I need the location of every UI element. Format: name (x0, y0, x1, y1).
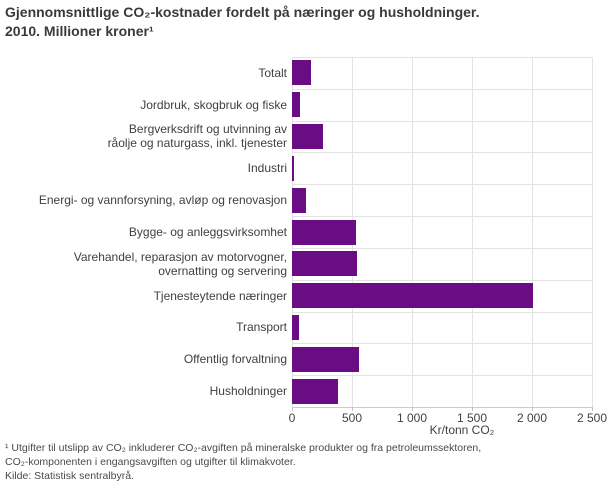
horizontal-gridline (292, 343, 592, 344)
x-tick-mark (592, 407, 593, 411)
bar (292, 124, 324, 149)
bar (292, 283, 534, 309)
bar (292, 378, 339, 404)
horizontal-gridline (292, 184, 592, 185)
vertical-gridline (532, 57, 533, 407)
x-tick-label: 2 500 (576, 411, 608, 425)
x-tick-label: 1 000 (396, 411, 428, 425)
vertical-gridline (592, 57, 593, 407)
bar (292, 60, 311, 86)
horizontal-gridline (292, 216, 592, 217)
x-tick-label: 500 (341, 411, 363, 425)
category-label: Totalt (258, 65, 287, 80)
x-tick-mark (412, 407, 413, 411)
x-axis-line (292, 407, 592, 408)
vertical-gridline (412, 57, 413, 407)
x-axis-label: Kr/tonn CO₂ (429, 423, 495, 437)
plot-area (292, 57, 593, 408)
category-label: Tjenesteytende næringer (153, 288, 287, 303)
x-tick-label: 1 500 (456, 411, 488, 425)
horizontal-gridline (292, 89, 592, 90)
x-axis-ticks: 0 500 1 000 1 500 2 000 2 500 (288, 407, 607, 429)
bar (292, 251, 358, 277)
x-tick-mark (472, 407, 473, 411)
bar (292, 346, 359, 372)
chart-title: Gjennomsnittlige CO₂-kostnader fordelt p… (5, 4, 480, 40)
bar (292, 315, 299, 340)
category-label: Industri (247, 161, 287, 176)
category-label: Bygge- og anleggsvirksomhet (128, 224, 287, 239)
x-tick-mark (292, 407, 293, 411)
category-label: Energi- og vannforsyning, avløp og renov… (38, 193, 287, 208)
horizontal-gridline (292, 375, 592, 376)
horizontal-gridline (292, 248, 592, 249)
x-tick-mark (352, 407, 353, 411)
bar (292, 187, 307, 213)
horizontal-gridline (292, 312, 592, 313)
horizontal-gridline (292, 280, 592, 281)
category-label: Bergverksdrift og utvinning av råolje og… (107, 122, 287, 151)
horizontal-gridline (292, 121, 592, 122)
footnote: ¹ Utgifter til utslipp av CO₂ inkluderer… (5, 442, 482, 482)
bar (292, 155, 295, 181)
x-tick-mark (532, 407, 533, 411)
category-label: Offentlig forvaltning (183, 352, 287, 367)
x-tick-label: 0 (288, 411, 296, 425)
bar (292, 219, 357, 245)
category-label-column: Totalt Jordbruk, skogbruk og fiske Bergver… (0, 57, 287, 407)
vertical-gridline (472, 57, 473, 407)
category-label: Jordbruk, skogbruk og fiske (140, 97, 287, 112)
horizontal-gridline (292, 57, 592, 58)
category-label: Husholdninger (209, 384, 287, 398)
x-tick-label: 2 000 (516, 411, 548, 425)
horizontal-gridline (292, 152, 592, 153)
category-label: Varehandel, reparasjon av motorvogner, o… (73, 249, 287, 278)
bar (292, 92, 300, 118)
category-label: Transport (236, 320, 287, 335)
